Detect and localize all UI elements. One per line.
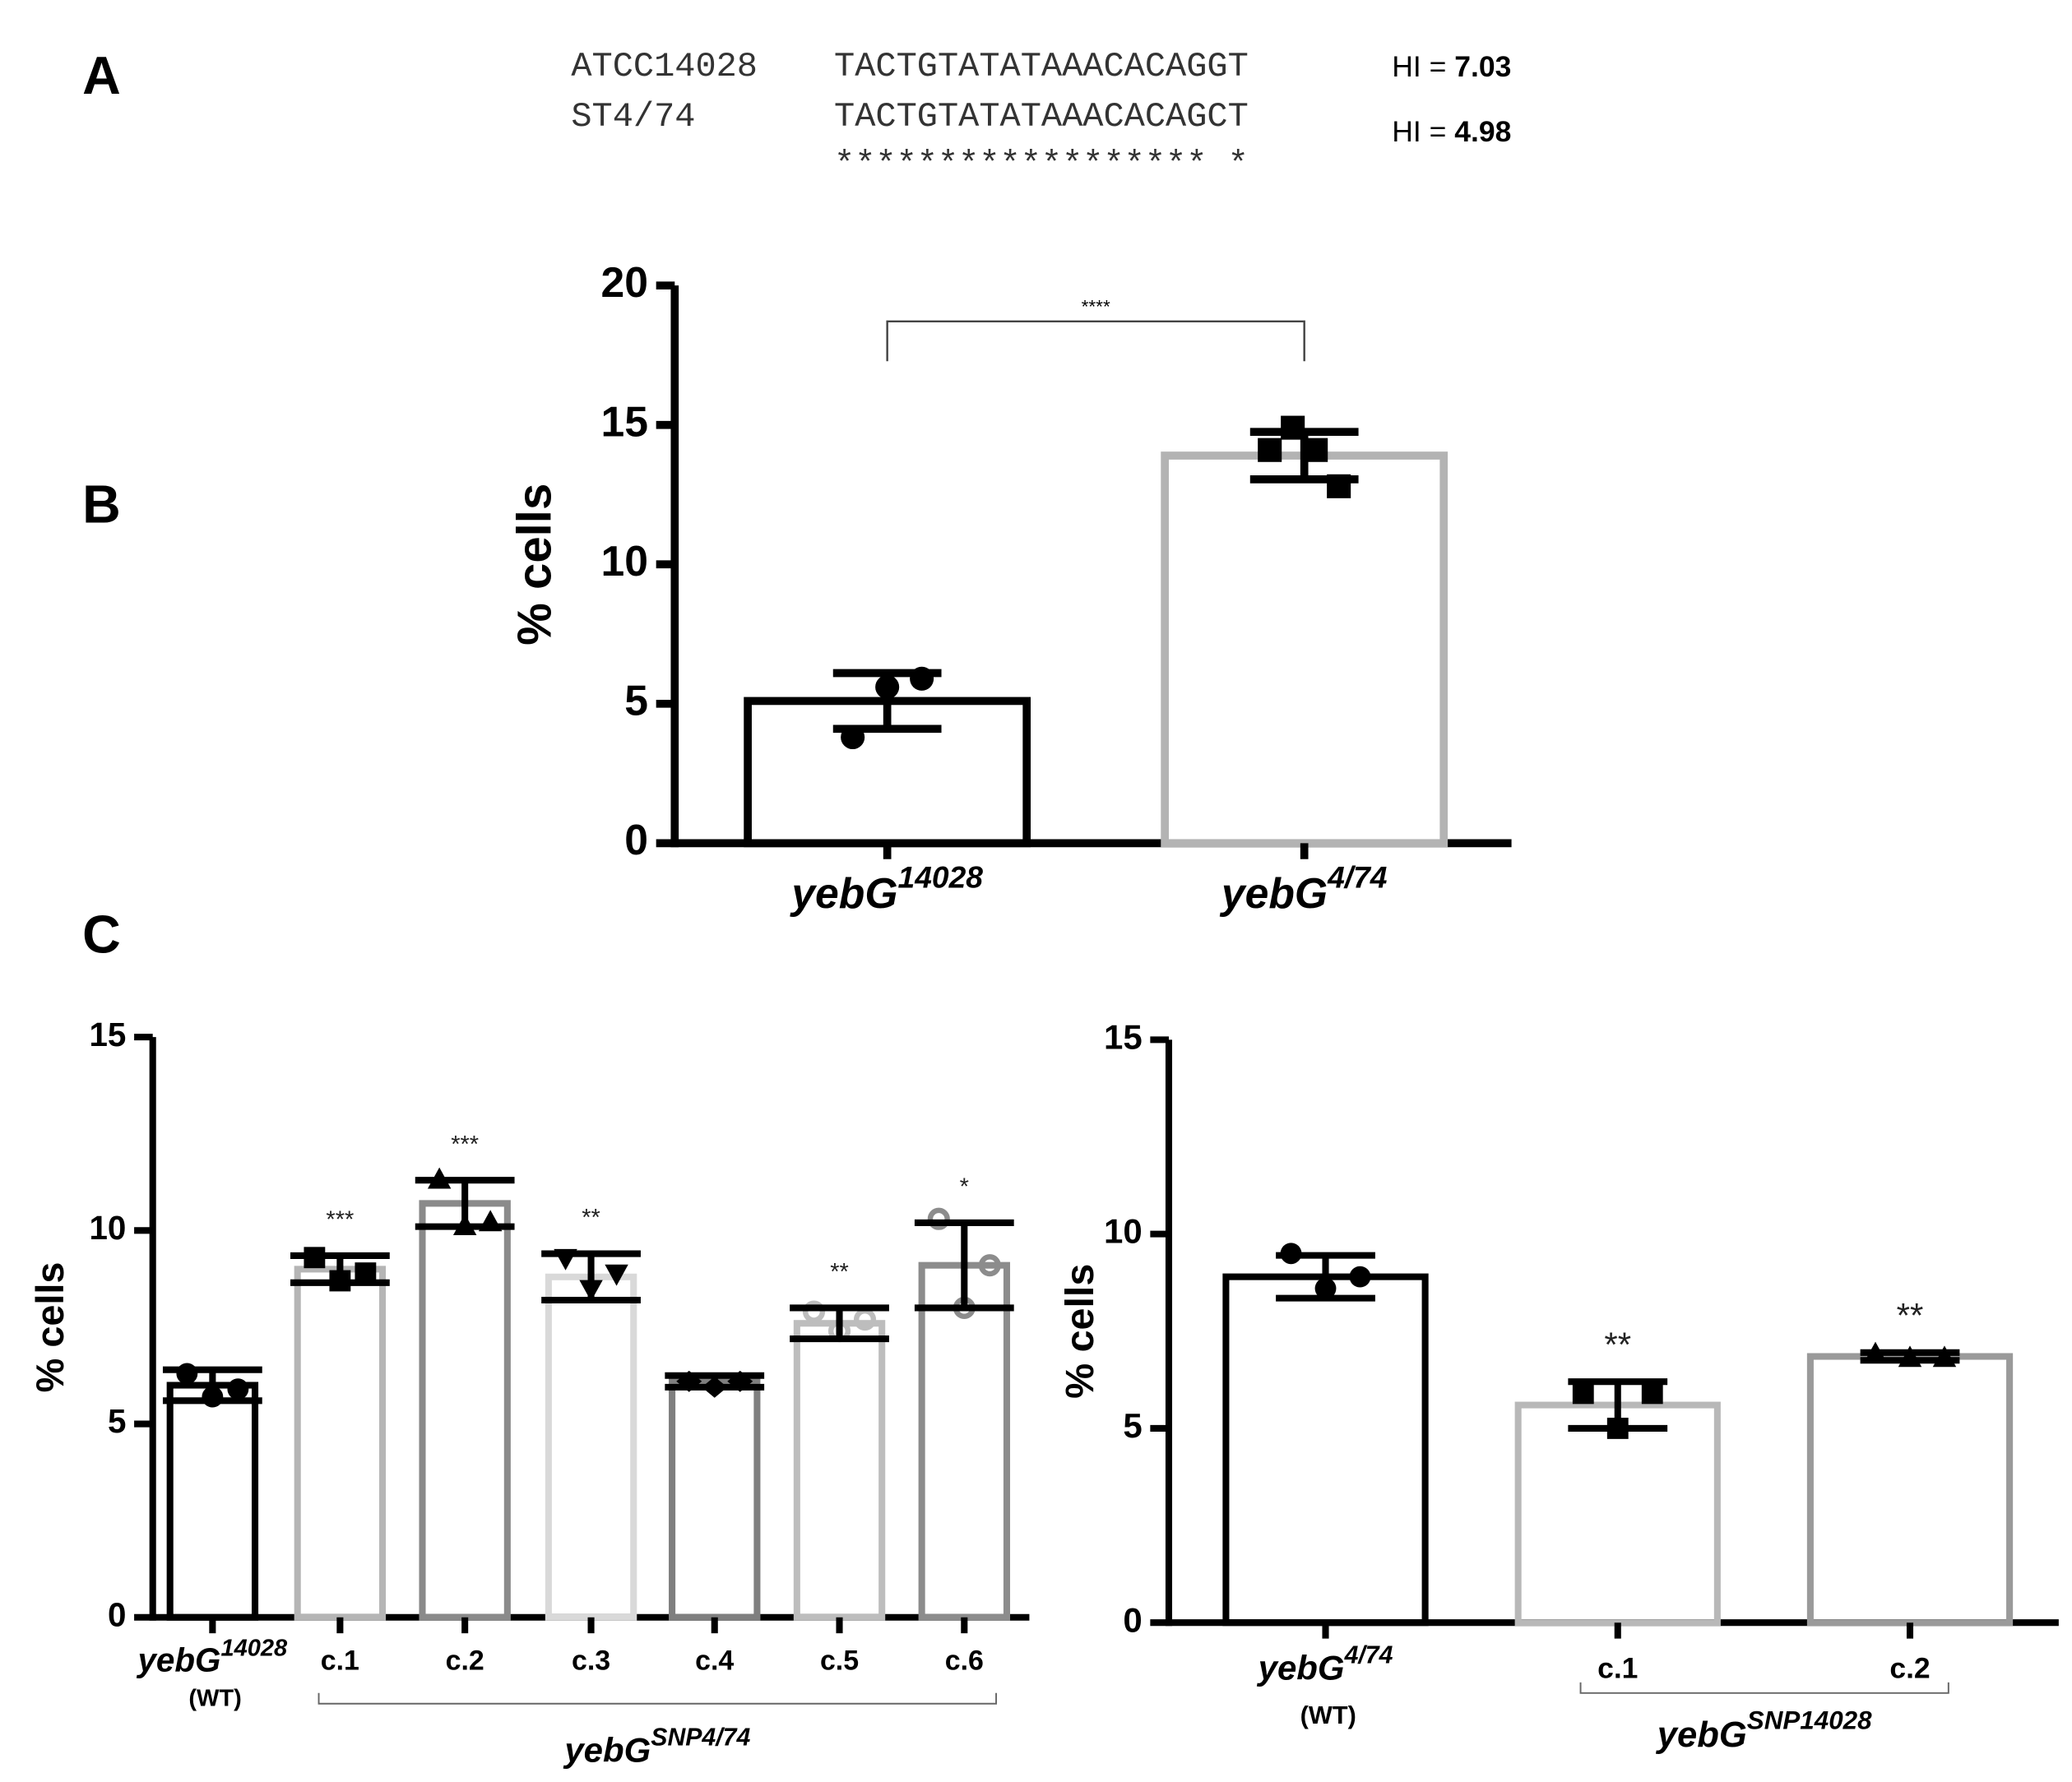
category-label: yebG14028 (789, 859, 983, 916)
category-label: c.1 (321, 1645, 359, 1677)
data-point (927, 1207, 950, 1230)
data-point (1572, 1382, 1594, 1405)
bar (419, 1200, 511, 1621)
label-sup: SNP4/74 (651, 1724, 750, 1752)
y-axis-label: % cells (29, 1262, 72, 1393)
bar (1806, 1353, 2014, 1627)
group-bracket (1579, 1682, 1949, 1694)
label-sup: SNP14028 (1747, 1706, 1872, 1735)
bar (294, 1266, 387, 1621)
label-text: yebG (136, 1641, 220, 1678)
category-label: c.2 (446, 1645, 484, 1677)
group-bracket (318, 1692, 998, 1705)
category-sublabel: (WT) (1300, 1701, 1356, 1729)
category-label: c.1 (1597, 1652, 1638, 1685)
category-label: yebG4/74 (1257, 1642, 1393, 1687)
sequence: TACTGTATATAAACACAGCT (834, 97, 1249, 137)
strain-name: ATCC14028 (571, 47, 758, 86)
bar (669, 1377, 761, 1621)
comparison-bracket (886, 320, 1305, 362)
category-label: c.5 (820, 1645, 859, 1677)
hi-value: HI = 4.98 (1392, 115, 1511, 148)
y-tick-label: 10 (89, 1209, 126, 1247)
bar (166, 1382, 259, 1621)
y-tick-label: 5 (624, 676, 648, 724)
significance: * (960, 1174, 969, 1201)
y-tick-label: 0 (108, 1595, 126, 1633)
label-sup: 4/74 (1327, 859, 1388, 894)
panel-label: B (82, 475, 121, 535)
significance: ** (582, 1205, 600, 1231)
y-tick-label: 10 (601, 537, 648, 585)
hi-label: HI = (1392, 50, 1446, 83)
y-tick-label: 10 (1104, 1212, 1143, 1251)
y-tick-label: 0 (1123, 1600, 1142, 1639)
category-label: c.2 (1889, 1652, 1930, 1685)
y-axis-label: % cells (508, 484, 561, 646)
hi-number: 7.03 (1454, 50, 1511, 83)
panel-label: A (82, 46, 121, 105)
data-point (802, 1300, 826, 1323)
category-label: c.4 (695, 1645, 734, 1677)
consensus: ****************** * (834, 145, 1249, 184)
label-text: yebG (563, 1731, 651, 1770)
category-label: yebG4/74 (1219, 859, 1388, 916)
data-point (978, 1254, 1001, 1277)
data-point (853, 1308, 877, 1331)
label-text: yebG (1656, 1715, 1747, 1755)
significance: ** (830, 1259, 849, 1285)
category-label: c.6 (945, 1645, 984, 1677)
y-tick-label: 5 (108, 1402, 126, 1440)
significance: **** (1082, 297, 1110, 317)
hi-value: HI = 7.03 (1392, 50, 1511, 83)
group-label: yebGSNP4/74 (563, 1724, 750, 1770)
bar (1222, 1273, 1429, 1627)
significance: *** (326, 1207, 354, 1234)
y-tick-label: 15 (1104, 1017, 1143, 1056)
bar (793, 1320, 886, 1621)
category-label: c.3 (572, 1645, 610, 1677)
significance: ** (1897, 1296, 1924, 1335)
bar (545, 1273, 637, 1621)
category-label: yebG14028 (136, 1635, 288, 1678)
strain-name: ST4/74 (571, 97, 695, 137)
hi-label: HI = (1392, 115, 1446, 148)
label-sup: 14028 (898, 859, 984, 894)
data-point (605, 1264, 628, 1286)
y-tick-label: 0 (624, 816, 648, 863)
y-tick-label: 15 (601, 397, 648, 445)
label-sup: 4/74 (1344, 1642, 1393, 1669)
data-point (1349, 1266, 1371, 1288)
group-label: yebGSNP14028 (1656, 1706, 1872, 1755)
label-text: yebG (789, 869, 897, 917)
bar (1161, 451, 1449, 848)
category-sublabel: (WT) (188, 1686, 242, 1712)
label-sup: 14028 (220, 1635, 288, 1661)
y-axis-label: % cells (1058, 1264, 1102, 1399)
panel-label: C (82, 905, 121, 965)
y-tick-label: 15 (89, 1016, 126, 1053)
y-tick-label: 20 (601, 258, 648, 306)
data-point (227, 1378, 249, 1400)
y-tick-label: 5 (1123, 1406, 1142, 1445)
data-point (176, 1363, 198, 1385)
data-point (1641, 1382, 1663, 1405)
significance: *** (451, 1132, 479, 1158)
significance: ** (1604, 1325, 1631, 1363)
label-text: yebG (1219, 869, 1328, 917)
label-text: yebG (1257, 1648, 1345, 1687)
hi-number: 4.98 (1454, 115, 1511, 148)
data-point (1258, 437, 1282, 462)
sequence: TACTGTATATAAACACAGGT (834, 47, 1249, 86)
